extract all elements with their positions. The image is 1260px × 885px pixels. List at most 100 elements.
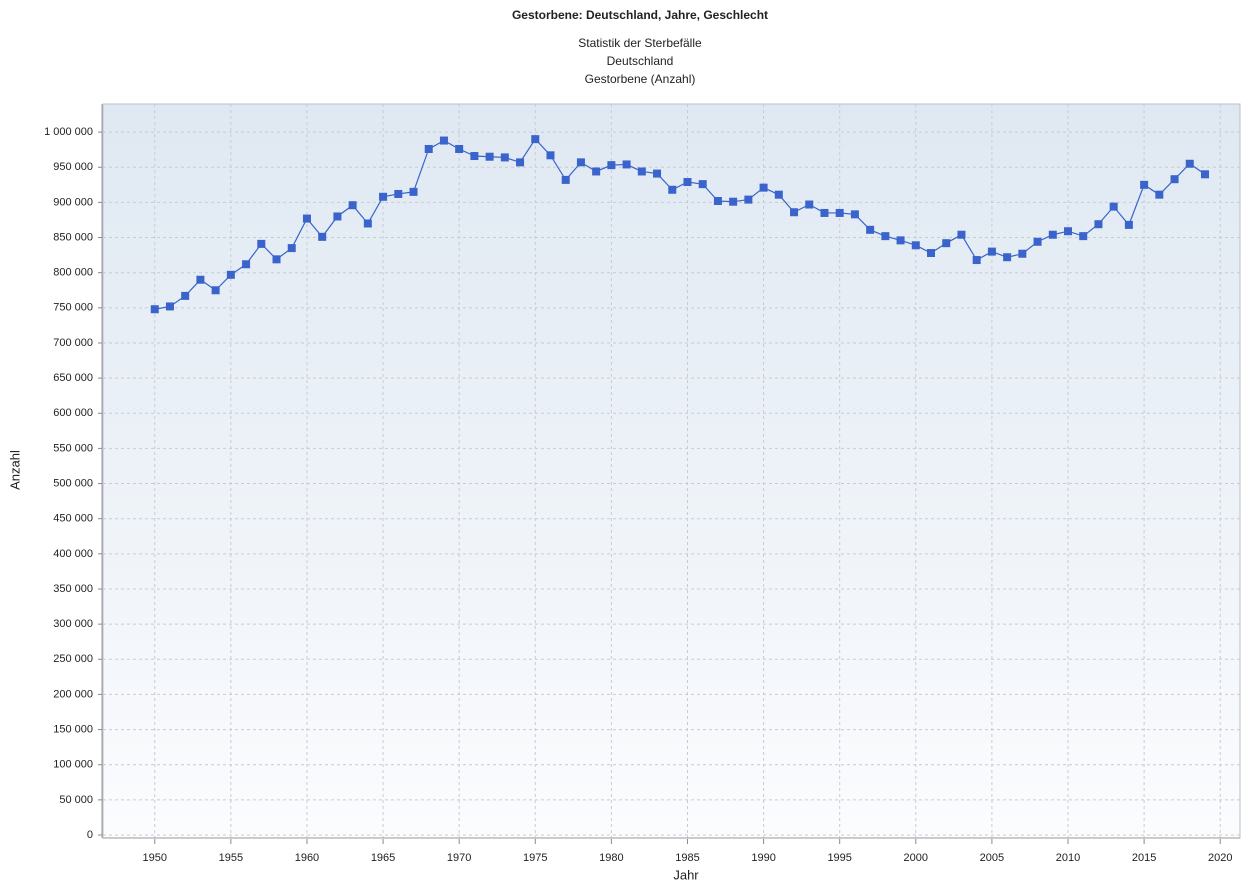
data-point <box>287 244 296 253</box>
data-point <box>592 167 601 176</box>
data-point <box>1170 175 1179 184</box>
data-point <box>196 275 205 284</box>
data-point <box>927 249 936 258</box>
data-point <box>318 232 327 241</box>
data-point <box>1124 220 1133 229</box>
data-line <box>154 138 1206 310</box>
data-point <box>729 197 738 206</box>
y-tick-label: 100 000 <box>53 759 93 771</box>
data-point <box>1018 249 1027 258</box>
data-point <box>683 178 692 187</box>
data-point <box>576 158 585 167</box>
data-point <box>242 260 251 269</box>
data-point <box>668 185 677 194</box>
data-point <box>637 167 646 176</box>
y-tick-label: 300 000 <box>53 618 93 630</box>
y-tick-label: 50 000 <box>59 794 93 806</box>
data-point <box>1200 170 1209 179</box>
y-tick-label: 700 000 <box>53 337 93 349</box>
data-point <box>820 208 829 217</box>
data-point <box>150 305 159 314</box>
data-point <box>1064 227 1073 236</box>
data-point <box>546 151 555 160</box>
data-point <box>1048 230 1057 239</box>
x-tick-label: 2000 <box>904 852 928 864</box>
y-tick-label: 950 000 <box>53 161 93 173</box>
data-point <box>257 239 266 248</box>
data-point <box>531 135 540 144</box>
x-tick-label: 1990 <box>751 852 775 864</box>
data-point <box>790 208 799 217</box>
y-tick-label: 500 000 <box>53 477 93 489</box>
x-tick-label: 1960 <box>295 852 319 864</box>
data-point <box>972 256 981 265</box>
data-point <box>1185 159 1194 168</box>
y-tick-label: 850 000 <box>53 231 93 243</box>
data-point <box>698 180 707 189</box>
data-point <box>835 208 844 217</box>
y-tick-label: 400 000 <box>53 548 93 560</box>
x-tick-label: 2005 <box>980 852 1004 864</box>
y-tick-label: 0 <box>87 829 93 841</box>
data-point <box>1155 190 1164 199</box>
x-tick-label: 1995 <box>827 852 851 864</box>
chart-subtitle: Deutschland <box>607 54 674 68</box>
data-point <box>348 201 357 210</box>
data-point <box>1079 232 1088 241</box>
x-axis-label: Jahr <box>673 867 699 882</box>
x-tick-label: 2015 <box>1132 852 1156 864</box>
x-tick-label: 1970 <box>447 852 471 864</box>
y-tick-label: 900 000 <box>53 196 93 208</box>
data-point <box>302 214 311 223</box>
y-tick-label: 800 000 <box>53 267 93 279</box>
x-tick-label: 2020 <box>1208 852 1232 864</box>
x-tick-label: 1985 <box>675 852 699 864</box>
data-point <box>424 144 433 153</box>
x-tick-label: 1965 <box>371 852 395 864</box>
y-axis-label: Anzahl <box>7 450 22 490</box>
data-point <box>1094 220 1103 229</box>
data-point <box>942 239 951 248</box>
x-tick-label: 1955 <box>219 852 243 864</box>
y-tick-label: 450 000 <box>53 513 93 525</box>
x-tick-label: 1975 <box>523 852 547 864</box>
data-point <box>500 153 509 162</box>
chart-subtitle: Statistik der Sterbefälle <box>578 36 702 50</box>
data-point <box>622 160 631 169</box>
data-point <box>211 286 220 295</box>
data-point <box>409 187 418 196</box>
y-tick-label: 750 000 <box>53 302 93 314</box>
data-point <box>226 270 235 279</box>
data-point <box>470 152 479 161</box>
y-tick-label: 250 000 <box>53 653 93 665</box>
data-point <box>713 196 722 205</box>
data-point <box>363 219 372 228</box>
x-tick-label: 2010 <box>1056 852 1080 864</box>
plot-area <box>102 103 1241 839</box>
data-point <box>516 158 525 167</box>
data-point <box>455 144 464 153</box>
data-point <box>850 210 859 219</box>
x-tick-label: 1950 <box>143 852 167 864</box>
data-point <box>379 192 388 201</box>
data-point <box>1109 202 1118 211</box>
data-point <box>896 236 905 245</box>
y-tick-label: 200 000 <box>53 688 93 700</box>
data-point <box>987 247 996 256</box>
data-point <box>272 255 281 264</box>
data-point <box>774 190 783 199</box>
data-point <box>485 152 494 161</box>
data-point <box>805 200 814 209</box>
chart-title: Gestorbene: Deutschland, Jahre, Geschlec… <box>512 8 768 22</box>
data-point <box>866 225 875 234</box>
data-point <box>1140 180 1149 189</box>
data-point <box>561 175 570 184</box>
y-tick-label: 350 000 <box>53 583 93 595</box>
y-tick-label: 150 000 <box>53 723 93 735</box>
data-point <box>653 169 662 178</box>
x-tick-label: 1980 <box>599 852 623 864</box>
data-point <box>165 302 174 311</box>
y-tick-label: 650 000 <box>53 372 93 384</box>
y-tick-label: 1 000 000 <box>44 126 93 138</box>
